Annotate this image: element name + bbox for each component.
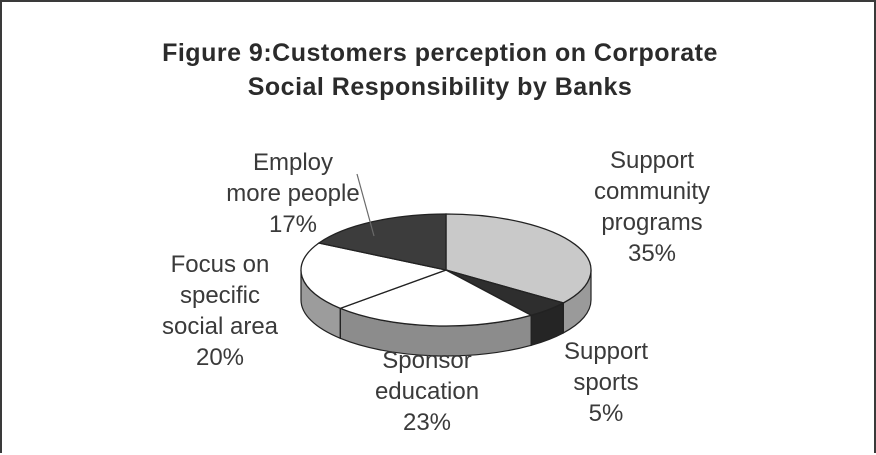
slice-label-3-line-0: Focus on <box>171 251 270 278</box>
slice-label-3-line-2: social area <box>162 313 279 340</box>
slice-label-1-line-0: Support <box>564 338 648 365</box>
slice-label-1: Support sports 5% <box>564 338 648 427</box>
slice-label-2-line-0: Sponsor <box>382 347 471 374</box>
slice-label-2-line-2: 23% <box>403 409 451 436</box>
slice-label-4-line-1: more people <box>226 180 359 207</box>
slice-label-3: Focus on specific social area 20% <box>162 251 279 371</box>
pie-slice-0 <box>445 213 592 304</box>
slice-label-4-line-2: 17% <box>269 211 317 238</box>
pie-slice-4 <box>317 213 447 271</box>
slice-label-3-line-3: 20% <box>196 344 244 371</box>
slice-label-0-line-2: programs <box>601 209 702 236</box>
slice-label-1-line-2: 5% <box>589 400 624 427</box>
slice-label-2: Sponsor education 23% <box>375 347 479 436</box>
leader-line-4 <box>356 173 375 237</box>
slice-label-0-line-0: Support <box>610 147 694 174</box>
pie-slice-2 <box>338 269 533 327</box>
slice-label-4: Employ more people 17% <box>226 149 359 238</box>
slice-label-4-line-0: Employ <box>253 149 333 176</box>
pie-slice-3 <box>300 242 449 310</box>
chart-title: Figure 9:Customers perception on Corpora… <box>2 36 876 104</box>
slice-label-0-line-3: 35% <box>628 240 676 267</box>
slice-label-0-line-1: community <box>594 178 710 205</box>
slice-label-2-line-1: education <box>375 378 479 405</box>
slice-label-1-line-1: sports <box>573 369 638 396</box>
chart-title-line-2: Social Responsibility by Banks <box>247 73 633 101</box>
chart-title-line-1: Figure 9:Customers perception on Corpora… <box>162 39 718 67</box>
slice-label-3-line-1: specific <box>180 282 260 309</box>
slice-label-0: Support community programs 35% <box>594 147 710 267</box>
